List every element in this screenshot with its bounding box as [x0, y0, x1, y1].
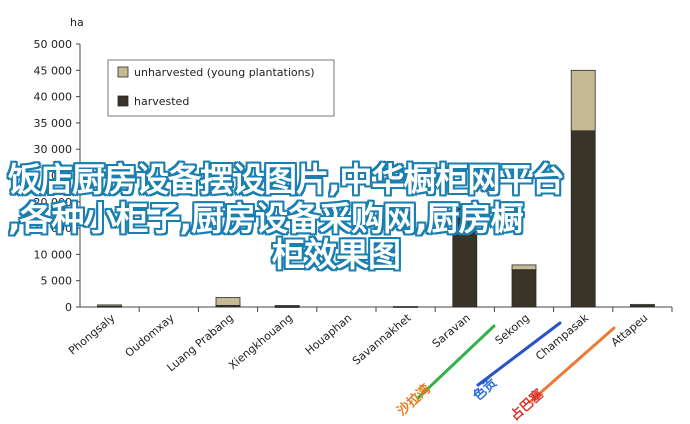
y-tick-label: 35 000 — [34, 117, 73, 130]
x-tick-label: Sekong — [493, 311, 532, 347]
stacked-bar-chart: ha 0 5 000 10 000 15 000 20 000 25 000 30 000 3… — [34, 16, 673, 404]
x-tick-label: Xiengkhouang — [226, 311, 295, 372]
bar-harvested — [511, 269, 537, 308]
y-tick-label: 15 000 — [34, 222, 73, 235]
overlay-caption-line-3: 柜效果图 — [272, 235, 401, 274]
legend: unharvested (young plantations) harvested — [107, 59, 335, 117]
x-tick-label: Houaphan — [303, 311, 355, 357]
bar-unharvested — [570, 69, 596, 132]
y-tick-label: 0 — [65, 301, 72, 314]
orange-stroke — [528, 326, 616, 404]
unit-label: ha — [70, 16, 84, 29]
annotation-lines — [416, 321, 616, 404]
bar-harvested — [452, 204, 478, 308]
bar-unharvested — [511, 264, 537, 271]
y-tick-label: 5 000 — [41, 275, 73, 288]
y-tick-label: 45 000 — [34, 64, 73, 77]
bar-unharvested — [215, 297, 241, 306]
y-tick-label: 20 000 — [34, 196, 73, 209]
y-tick-label: 30 000 — [34, 143, 73, 156]
x-tick-label: Savannakhet — [350, 311, 414, 368]
bar-harvested — [570, 130, 596, 308]
green-stroke — [416, 324, 496, 400]
overlay-caption-line-1: 饭店厨房设备摆设图片,中华橱柜网平台 — [8, 160, 565, 199]
bar-unharvested — [630, 303, 655, 306]
bar-unharvested — [393, 306, 419, 308]
y-tick-label: 40 000 — [34, 91, 73, 104]
x-tick-label: Phongsaly — [66, 311, 118, 357]
y-tick-label: 25 000 — [34, 170, 73, 183]
y-tick-label: 50 000 — [34, 38, 73, 51]
legend-label: unharvested (young plantations) — [134, 66, 315, 79]
bars-group — [97, 69, 655, 308]
legend-box — [107, 59, 335, 117]
y-tick-label: 10 000 — [34, 248, 73, 261]
y-axis: 0 5 000 10 000 15 000 20 000 25 000 30 000 35 0… — [34, 38, 81, 314]
legend-swatch — [117, 66, 129, 78]
x-tick-label: Saravan — [430, 311, 473, 350]
legend-swatch — [117, 95, 129, 107]
bar-unharvested — [97, 304, 122, 307]
blue-stroke — [476, 321, 562, 387]
x-tick-label: Oudomxay — [123, 311, 178, 360]
legend-label: harvested — [134, 95, 189, 108]
x-tick-label: Attapeu — [609, 311, 651, 349]
bar-unharvested — [274, 305, 300, 307]
overlay-caption-line-2: ,各种小柜子,厨房设备采购网,厨房橱 — [8, 199, 524, 238]
